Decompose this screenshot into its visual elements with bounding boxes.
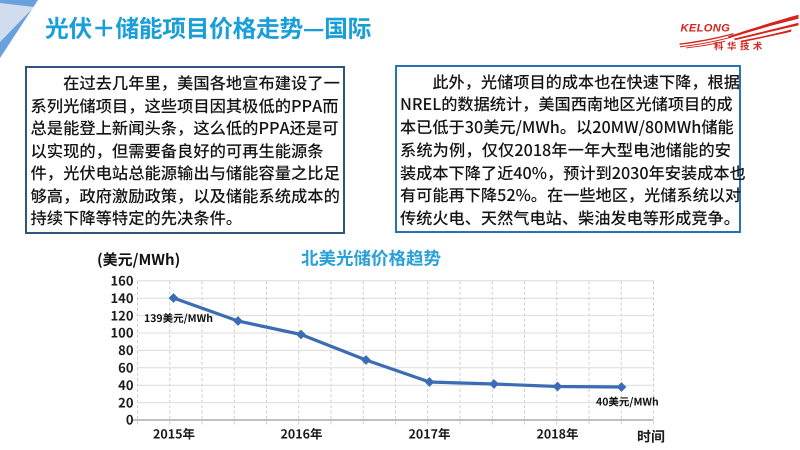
svg-text:40: 40: [118, 375, 134, 394]
svg-text:2015年: 2015年: [153, 424, 195, 443]
svg-text:140: 140: [110, 288, 133, 307]
svg-text:时间: 时间: [637, 427, 665, 447]
svg-text:40美元/MWh: 40美元/MWh: [596, 395, 659, 410]
svg-text:80: 80: [118, 340, 134, 359]
svg-text:60: 60: [118, 358, 134, 377]
svg-text:2017年: 2017年: [408, 424, 450, 443]
svg-text:0: 0: [126, 410, 134, 429]
svg-text:KELONG: KELONG: [681, 22, 731, 34]
svg-text:2016年: 2016年: [280, 424, 322, 443]
svg-text:160: 160: [110, 271, 133, 290]
svg-text:北美光储价格趋势: 北美光储价格趋势: [301, 246, 441, 271]
svg-text:139美元/MWh: 139美元/MWh: [144, 311, 213, 326]
svg-text:20: 20: [118, 392, 134, 411]
svg-text:100: 100: [110, 323, 133, 342]
svg-text:(美元/MWh): (美元/MWh): [97, 249, 180, 270]
svg-text:2018年: 2018年: [536, 424, 578, 443]
svg-text:科华技术: 科华技术: [714, 38, 766, 52]
svg-text:120: 120: [110, 305, 133, 324]
